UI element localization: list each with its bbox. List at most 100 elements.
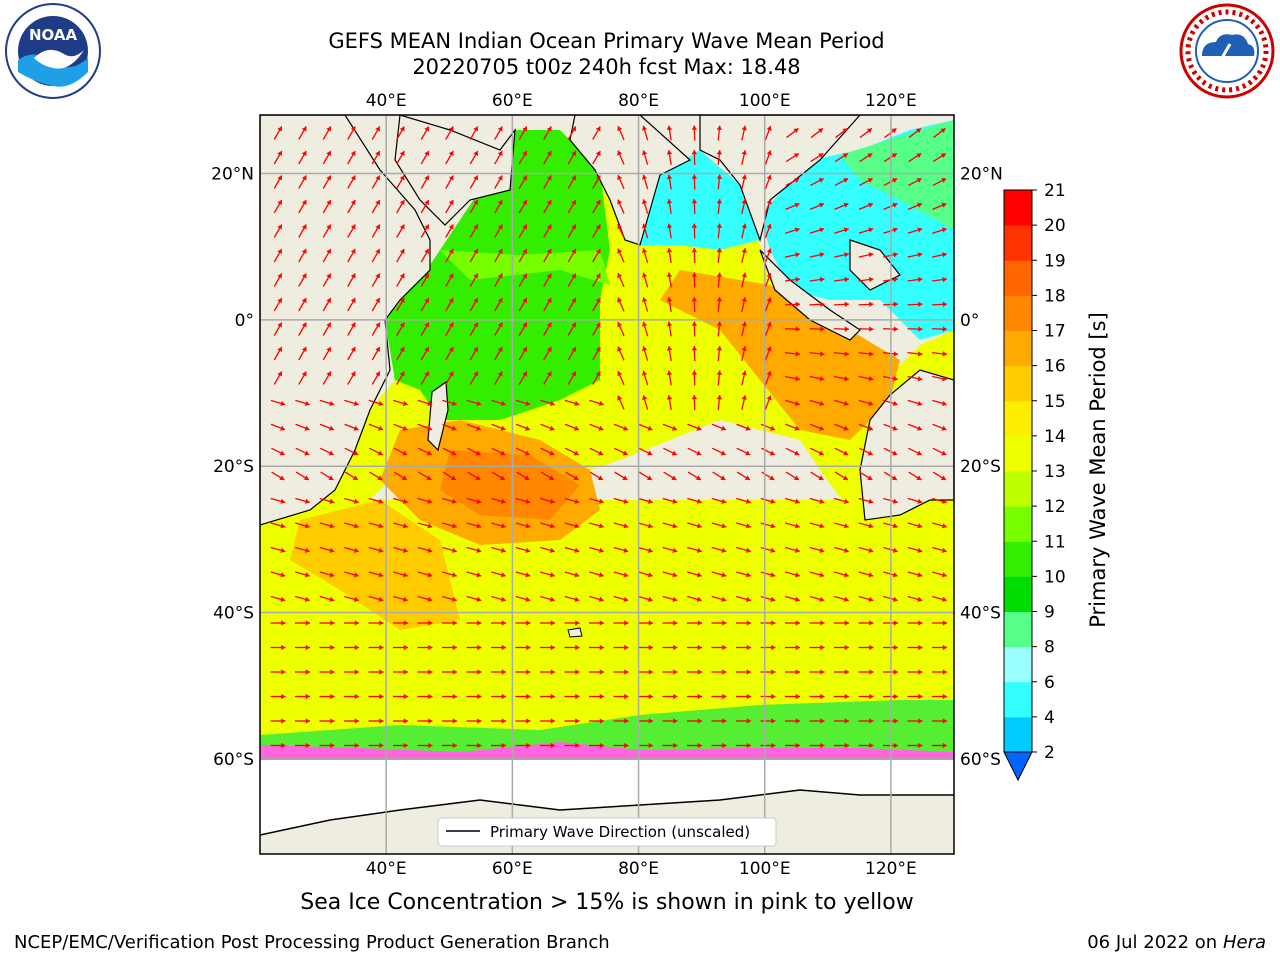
wave-vector-arrow bbox=[466, 423, 482, 431]
legend-label: Primary Wave Direction (unscaled) bbox=[490, 823, 750, 841]
wave-vector-arrow bbox=[491, 669, 506, 675]
wave-vector-arrow bbox=[691, 321, 698, 337]
wave-vector-arrow bbox=[466, 497, 482, 504]
wave-vector-arrow bbox=[540, 399, 555, 406]
wave-vector-arrow bbox=[518, 346, 528, 361]
wave-vector-arrow bbox=[589, 595, 604, 602]
wave-vector-arrow bbox=[809, 669, 825, 675]
wave-vector-arrow bbox=[491, 644, 506, 651]
wave-vector-arrow bbox=[371, 126, 381, 140]
wave-vector-arrow bbox=[834, 227, 849, 234]
wave-vector-arrow bbox=[687, 447, 702, 456]
region-orange-east bbox=[660, 270, 900, 440]
wave-vector-arrow bbox=[589, 497, 604, 504]
wave-vector-arrow bbox=[907, 227, 923, 234]
wave-vector-arrow bbox=[319, 644, 335, 651]
wave-vector-arrow bbox=[858, 497, 874, 504]
colorbar-tick-label: 19 bbox=[1044, 251, 1066, 271]
antarctic-coastline bbox=[260, 789, 954, 836]
wave-vector-arrow bbox=[932, 693, 947, 700]
wave-vector-arrow bbox=[858, 375, 874, 382]
wave-vector-arrow bbox=[858, 546, 874, 553]
wave-vector-arrow bbox=[518, 199, 528, 214]
wave-vector-arrow bbox=[442, 471, 457, 481]
wave-vector-arrow bbox=[809, 693, 825, 700]
lon-tick-label: 80°E bbox=[618, 859, 659, 879]
lon-tick-label: 60°E bbox=[492, 859, 533, 879]
wave-vector-arrow bbox=[907, 620, 923, 626]
wave-vector-arrow bbox=[785, 546, 800, 553]
wave-vector-arrow bbox=[810, 177, 824, 187]
wave-vector-arrow bbox=[371, 150, 381, 165]
wave-vector-arrow bbox=[393, 447, 408, 456]
wave-vector-arrow bbox=[592, 371, 601, 385]
wave-vector-arrow bbox=[393, 620, 408, 626]
wave-vector-arrow bbox=[691, 394, 698, 411]
colorbar-tick-label: 16 bbox=[1044, 357, 1066, 377]
wave-vector-arrow bbox=[613, 571, 629, 578]
wave-vector-arrow bbox=[515, 497, 531, 504]
wave-vector-arrow bbox=[741, 297, 747, 312]
lat-labels-right: 20°N 0° 20°S 40°S 60°S bbox=[960, 165, 1003, 770]
wave-vector-arrow bbox=[908, 152, 922, 163]
wave-vector-arrow bbox=[344, 522, 359, 529]
wave-vector-arrow bbox=[741, 174, 747, 190]
wave-vector-arrow bbox=[613, 447, 629, 456]
wave-vector-arrow bbox=[491, 447, 506, 456]
wave-vector-arrow bbox=[442, 742, 457, 749]
lon-labels-bottom: 40°E 60°E 80°E 100°E 120°E bbox=[366, 859, 917, 879]
wave-vector-arrow bbox=[617, 125, 625, 141]
wave-vector-arrow bbox=[564, 423, 580, 431]
wave-vector-arrow bbox=[543, 175, 552, 189]
lon-tick-label: 100°E bbox=[739, 859, 791, 879]
colorbar-segment bbox=[1004, 225, 1032, 261]
wave-vector-arrow bbox=[466, 546, 482, 553]
wave-vector-arrow bbox=[344, 447, 359, 456]
wave-vector-arrow bbox=[295, 447, 310, 456]
wave-vector-arrow bbox=[420, 224, 430, 238]
wave-vector-arrow bbox=[518, 150, 528, 165]
wave-vector-arrow bbox=[319, 620, 335, 626]
wave-vector-arrow bbox=[494, 150, 503, 165]
wave-vector-arrow bbox=[931, 351, 948, 357]
wave-vector-arrow bbox=[617, 370, 625, 386]
sea-ice-caption: Sea Ice Concentration > 15% is shown in … bbox=[300, 890, 914, 915]
wave-vector-arrow bbox=[858, 399, 874, 406]
wave-vector-arrow bbox=[711, 497, 727, 504]
wave-vector-arrow bbox=[369, 471, 383, 481]
wave-vector-arrow bbox=[907, 326, 923, 332]
wave-vector-arrow bbox=[834, 595, 849, 602]
wave-vector-arrow bbox=[741, 321, 747, 337]
wave-vector-arrow bbox=[784, 276, 801, 283]
wave-vector-arrow bbox=[613, 497, 629, 504]
wave-vector-arrow bbox=[515, 742, 531, 749]
wave-vector-arrow bbox=[540, 644, 555, 651]
colorbar-tick-label: 18 bbox=[1044, 286, 1066, 306]
wave-vector-arrow bbox=[564, 693, 580, 700]
lat-tick-label: 0° bbox=[960, 311, 979, 331]
wave-vector-arrow bbox=[617, 321, 625, 337]
lat-tick-label: 20°S bbox=[213, 457, 254, 477]
wave-vector-arrow bbox=[809, 423, 825, 431]
wave-vector-arrow bbox=[567, 126, 577, 140]
wave-vector-arrow bbox=[469, 322, 479, 336]
wave-vector-arrow bbox=[932, 497, 947, 504]
wave-vector-arrow bbox=[834, 375, 849, 382]
wave-vector-arrow bbox=[371, 297, 381, 312]
wave-vector-arrow bbox=[638, 693, 653, 700]
lon-tick-label: 120°E bbox=[865, 91, 917, 111]
wave-vector-arrow bbox=[764, 370, 772, 386]
wave-vector-arrow bbox=[617, 297, 625, 312]
wave-vector-arrow bbox=[835, 127, 848, 139]
wave-vector-arrow bbox=[543, 199, 552, 214]
wave-vector-arrow bbox=[295, 399, 310, 406]
wave-vector-arrow bbox=[858, 571, 874, 578]
wave-vector-arrow bbox=[564, 595, 580, 602]
wave-vector-arrow bbox=[371, 248, 381, 263]
wave-vector-arrow bbox=[642, 174, 649, 190]
wave-vector-arrow bbox=[420, 273, 430, 287]
wave-vector-arrow bbox=[741, 272, 747, 288]
wave-vector-arrow bbox=[785, 202, 800, 210]
colorbar-segment bbox=[1004, 260, 1032, 296]
wave-vector-arrow bbox=[691, 174, 698, 190]
